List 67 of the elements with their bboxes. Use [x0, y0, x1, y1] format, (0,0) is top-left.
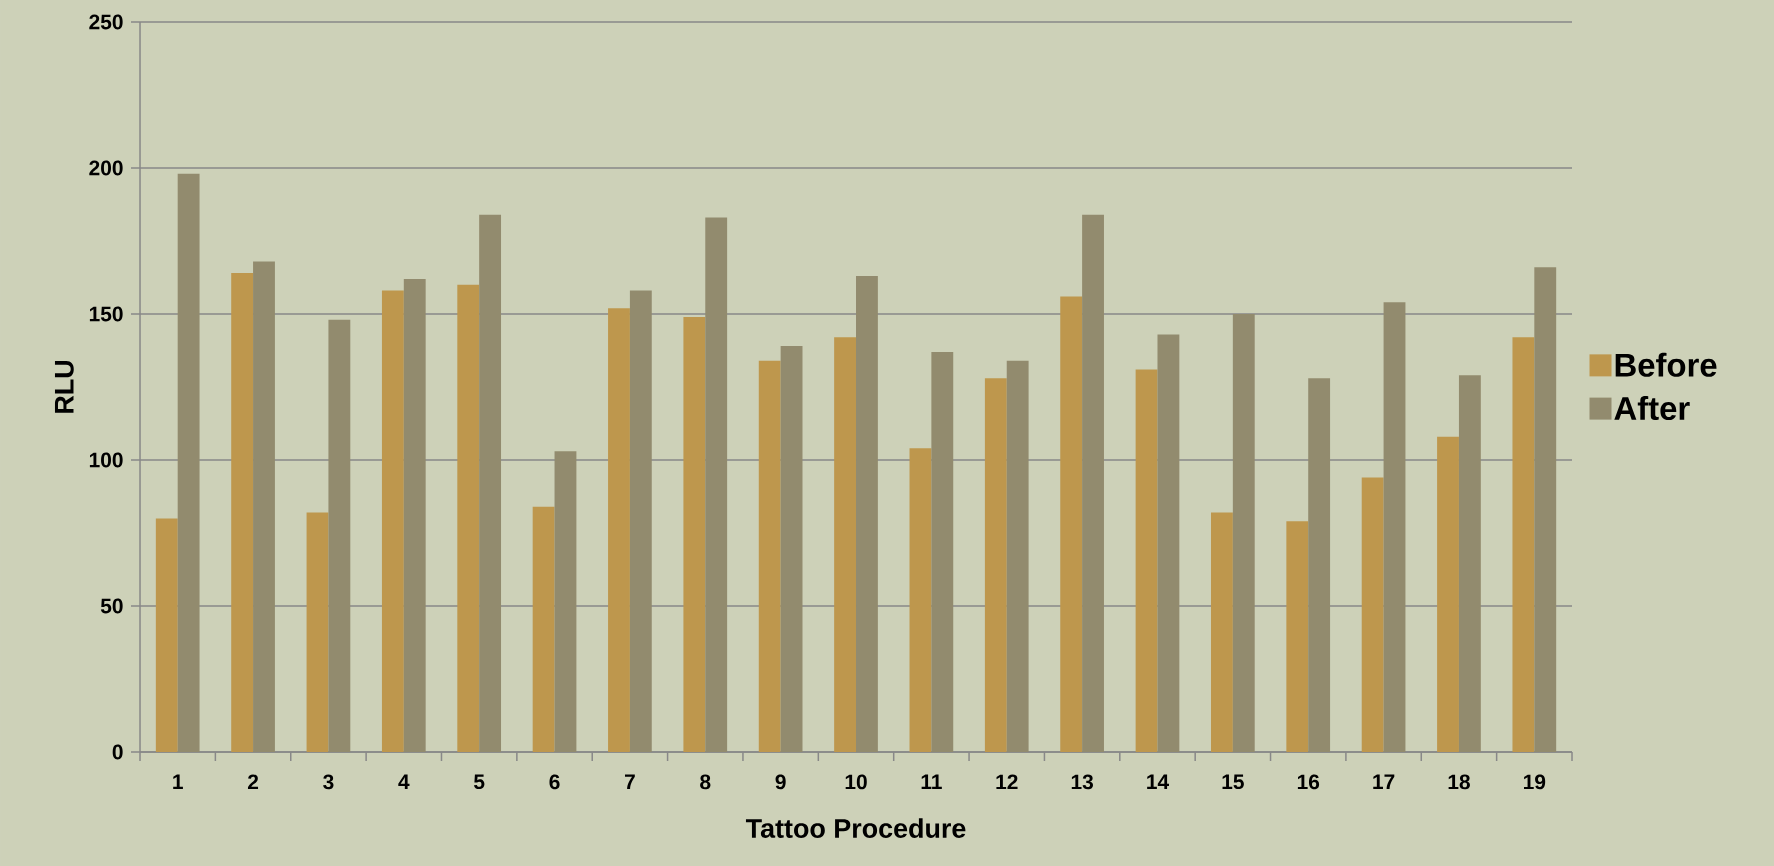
y-tick-label: 100	[89, 452, 123, 468]
bar	[608, 308, 630, 752]
bar	[155, 518, 178, 752]
bar	[705, 217, 728, 752]
bar	[834, 337, 857, 752]
bar	[909, 448, 932, 752]
x-tick-label: 17	[1373, 774, 1395, 789]
bar	[1232, 313, 1255, 752]
x-tick-label: 1	[173, 774, 183, 789]
x-tick-label: 4	[398, 774, 410, 789]
x-axis-title: Tattoo Procedure	[745, 818, 966, 838]
x-tick-label: 18	[1448, 774, 1470, 790]
bar	[1458, 375, 1481, 752]
x-tick-label: 15	[1222, 774, 1244, 790]
bar	[1006, 360, 1029, 752]
y-tick-label: 200	[89, 160, 123, 176]
y-tick-label: 0	[112, 744, 123, 760]
bar	[479, 214, 502, 752]
bar	[683, 316, 706, 752]
bar	[758, 360, 781, 752]
bar	[1157, 334, 1180, 752]
x-tick-label: 11	[921, 774, 942, 789]
legend-label: Before	[1615, 352, 1717, 377]
bar	[856, 276, 878, 752]
bar	[1383, 302, 1406, 752]
legend-label: After	[1614, 395, 1690, 421]
x-tick-label: 5	[473, 774, 485, 790]
bar	[1361, 477, 1384, 752]
bar	[1060, 296, 1083, 752]
x-tick-label: 3	[323, 774, 334, 790]
x-tick-label: 9	[775, 774, 786, 790]
y-tick-label: 50	[100, 598, 123, 614]
bar	[231, 273, 254, 752]
x-tick-label: 7	[624, 774, 635, 789]
x-tick-label: 13	[1071, 774, 1093, 790]
bar	[554, 451, 577, 752]
bar	[1437, 436, 1459, 752]
bar	[1135, 369, 1158, 752]
bar	[381, 290, 404, 752]
bar	[457, 284, 480, 752]
x-tick-label: 8	[700, 774, 711, 790]
y-tick-label: 250	[89, 14, 123, 30]
bar	[306, 512, 329, 752]
x-tick-label: 19	[1524, 774, 1546, 790]
x-tick-label: 6	[549, 774, 560, 790]
x-tick-label: 2	[247, 774, 259, 790]
bar	[403, 278, 426, 752]
bar	[1082, 214, 1104, 752]
bar	[1286, 521, 1309, 752]
y-axis-title: RLU	[54, 360, 74, 413]
bar	[931, 351, 954, 752]
x-tick-label: 10	[845, 774, 867, 790]
bar	[177, 173, 200, 752]
bar	[1534, 267, 1557, 752]
bar	[984, 378, 1007, 752]
bar	[1210, 512, 1233, 752]
bar	[1308, 378, 1331, 752]
x-tick-label: 14	[1147, 774, 1169, 789]
bar	[780, 346, 803, 752]
bar	[1512, 337, 1535, 752]
y-tick-label: 150	[89, 306, 123, 322]
bar	[253, 261, 275, 752]
x-tick-label: 16	[1297, 774, 1320, 790]
bar	[532, 506, 555, 752]
bar	[629, 290, 652, 752]
x-tick-label: 12	[996, 774, 1018, 790]
bar	[328, 319, 351, 752]
